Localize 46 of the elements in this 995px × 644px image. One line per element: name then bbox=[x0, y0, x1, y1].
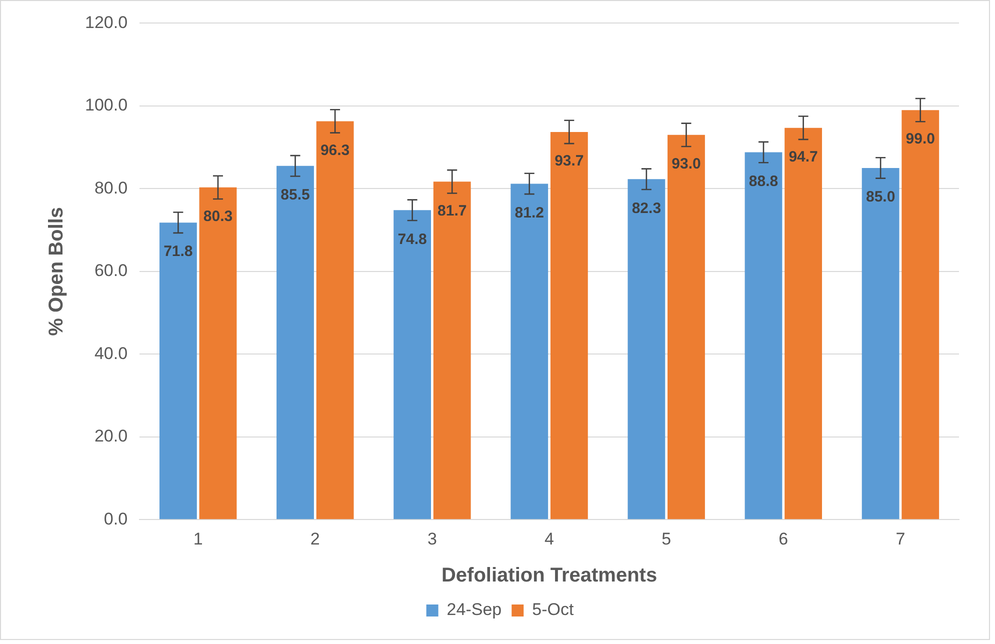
data-label: 93.0 bbox=[672, 156, 701, 173]
bar bbox=[159, 222, 197, 520]
bar bbox=[668, 134, 705, 520]
x-axis-title: Defoliation Treatments bbox=[441, 564, 658, 587]
x-tick-label: 5 bbox=[662, 529, 672, 548]
bar bbox=[433, 182, 471, 520]
data-label: 71.8 bbox=[164, 243, 193, 260]
data-label: 88.8 bbox=[748, 172, 778, 190]
data-label: 82.3 bbox=[632, 200, 662, 217]
bar bbox=[199, 187, 237, 520]
bar bbox=[784, 128, 822, 520]
bar bbox=[276, 166, 314, 520]
bar bbox=[550, 132, 588, 520]
x-tick-label: 1 bbox=[193, 529, 203, 548]
y-axis-title: % Open Bolls bbox=[46, 206, 68, 336]
data-label: 85.5 bbox=[280, 186, 310, 204]
x-tick-label: 2 bbox=[310, 529, 320, 548]
data-label: 80.3 bbox=[203, 208, 233, 226]
bar bbox=[744, 152, 782, 520]
data-label: 96.3 bbox=[320, 142, 350, 159]
bar bbox=[862, 168, 900, 520]
legend-label: 5-Oct bbox=[532, 600, 574, 620]
data-label: 85.0 bbox=[866, 188, 896, 206]
y-tick-label: 40.0 bbox=[94, 344, 128, 363]
y-tick-label: 20.0 bbox=[94, 426, 128, 446]
x-tick-label: 6 bbox=[778, 529, 788, 548]
y-tick-label: 80.0 bbox=[94, 178, 128, 198]
x-tick-label: 3 bbox=[427, 529, 437, 548]
y-tick-label: 100.0 bbox=[84, 96, 128, 115]
bar bbox=[628, 179, 666, 520]
data-label: 93.7 bbox=[554, 152, 584, 170]
x-tick-label: 7 bbox=[896, 529, 906, 548]
bar bbox=[510, 184, 548, 520]
data-label: 74.8 bbox=[398, 230, 427, 248]
data-label: 99.0 bbox=[906, 130, 935, 148]
bar bbox=[394, 210, 432, 520]
y-tick-label: 0.0 bbox=[104, 509, 128, 528]
x-tick-label: 4 bbox=[544, 529, 554, 548]
bar bbox=[316, 121, 354, 520]
y-tick-label: 60.0 bbox=[94, 261, 128, 280]
y-tick-label: 120.0 bbox=[84, 12, 128, 32]
bar bbox=[902, 110, 940, 520]
data-label: 81.7 bbox=[438, 202, 467, 220]
data-label: 94.7 bbox=[788, 148, 818, 166]
legend-label: 24-Sep bbox=[446, 600, 502, 620]
data-label: 81.2 bbox=[514, 204, 544, 222]
